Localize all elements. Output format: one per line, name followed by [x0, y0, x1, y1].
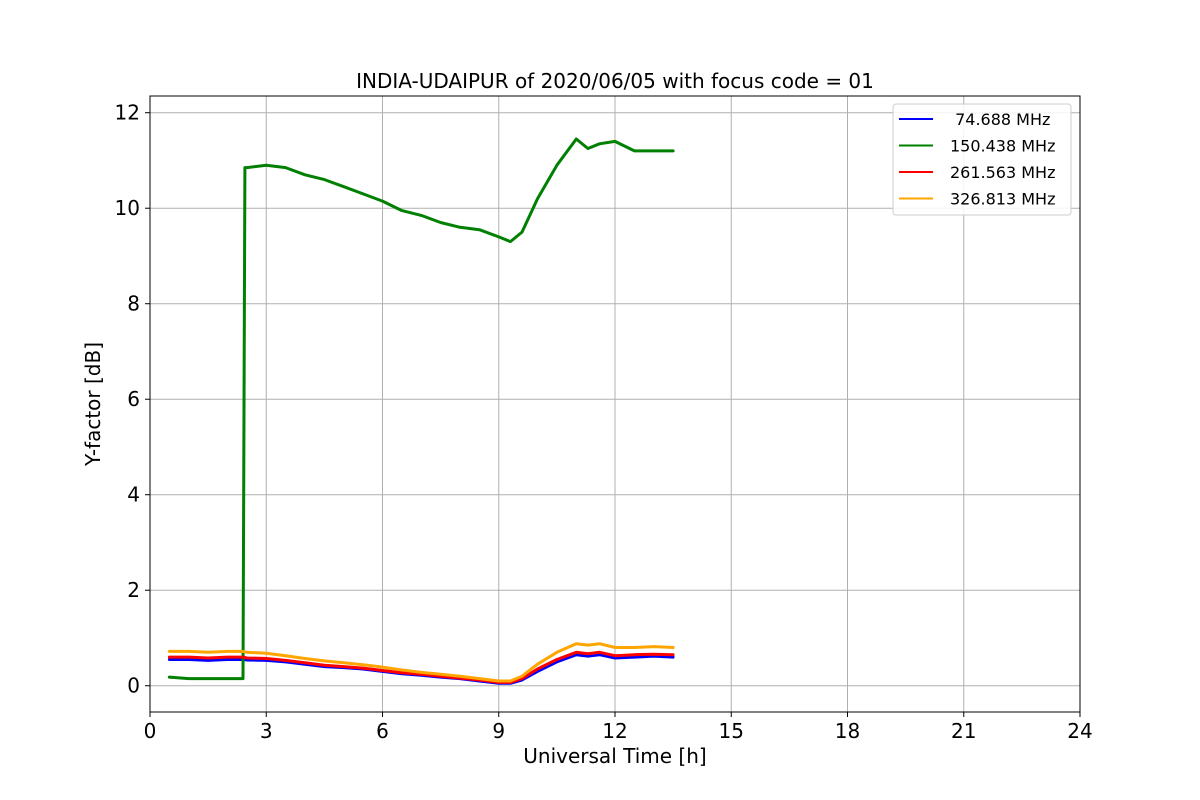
x-tick-label: 6	[376, 719, 389, 743]
y-tick-label: 4	[127, 483, 140, 507]
x-axis-label: Universal Time [h]	[523, 744, 706, 768]
y-tick-label: 0	[127, 674, 140, 698]
legend-label: 326.813 MHz	[950, 190, 1055, 209]
y-tick-label: 12	[115, 101, 140, 125]
y-tick-label: 10	[115, 196, 140, 220]
y-tick-label: 2	[127, 578, 140, 602]
legend-box	[892, 103, 1072, 216]
x-tick-label: 21	[951, 719, 976, 743]
x-tick-label: 12	[602, 719, 627, 743]
x-tick-label: 3	[260, 719, 273, 743]
x-tick-label: 0	[144, 719, 157, 743]
y-tick-label: 8	[127, 292, 140, 316]
legend: 74.688 MHz 150.438 MHz 261.563 MHz 326.813 …	[892, 103, 1072, 216]
x-tick-label: 18	[835, 719, 860, 743]
series-line-1	[167, 137, 675, 681]
legend-label: 261.563 MHz	[950, 163, 1055, 182]
legend-label: 150.438 MHz	[950, 137, 1055, 156]
legend-label: 74.688 MHz	[950, 110, 1050, 129]
x-tick-label: 15	[719, 719, 744, 743]
x-tick-label: 24	[1067, 719, 1092, 743]
series-line-3	[167, 642, 675, 683]
x-tick-label: 9	[492, 719, 505, 743]
y-axis-label: Y-factor [dB]	[81, 342, 105, 467]
grid	[150, 96, 1080, 712]
series-lines	[167, 137, 675, 685]
y-tick-label: 6	[127, 387, 140, 411]
chart-title: INDIA-UDAIPUR of 2020/06/05 with focus c…	[356, 69, 874, 93]
series-line-2	[167, 650, 675, 684]
